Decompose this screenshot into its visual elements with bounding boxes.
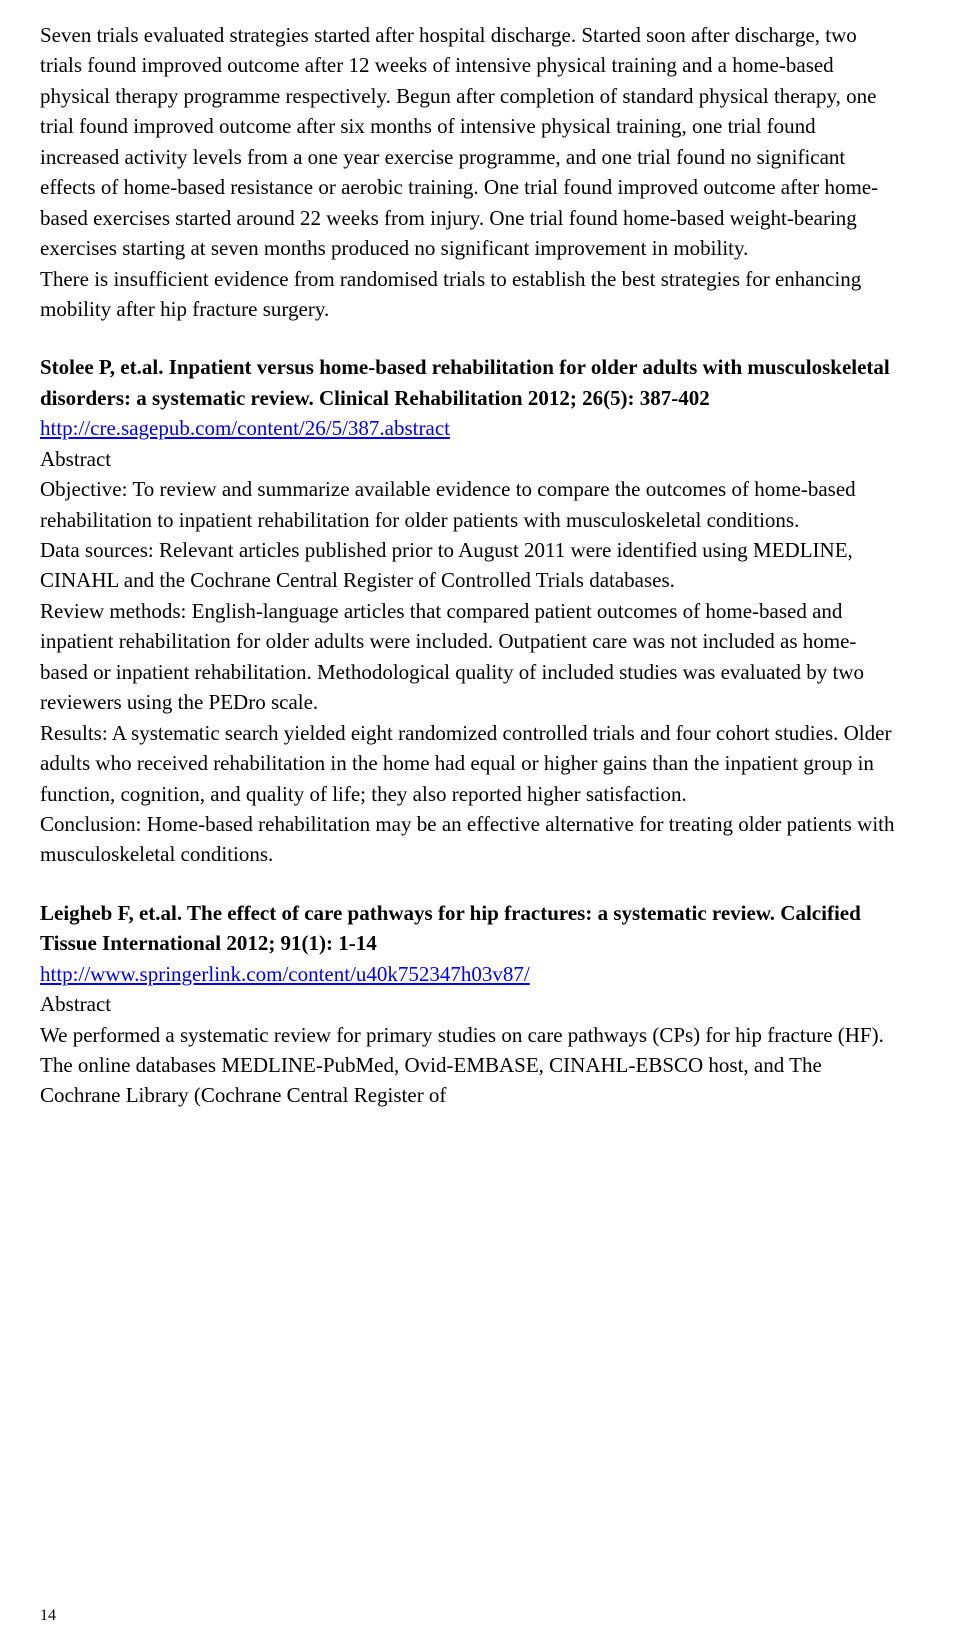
document-page: Seven trials evaluated strategies starte… — [0, 0, 960, 1645]
section-gap — [40, 324, 900, 352]
reference-1-abstract-label: Abstract — [40, 444, 900, 474]
reference-1-abstract-review: Review methods: English-language article… — [40, 596, 900, 718]
reference-1-abstract-conclusion: Conclusion: Home-based rehabilitation ma… — [40, 809, 900, 870]
reference-1-abstract-data: Data sources: Relevant articles publishe… — [40, 535, 900, 596]
reference-1-abstract-objective: Objective: To review and summarize avail… — [40, 474, 900, 535]
intro-paragraph-1: Seven trials evaluated strategies starte… — [40, 20, 900, 264]
reference-1-link[interactable]: http://cre.sagepub.com/content/26/5/387.… — [40, 416, 450, 440]
reference-2-abstract-label: Abstract — [40, 989, 900, 1019]
reference-1-abstract-results: Results: A systematic search yielded eig… — [40, 718, 900, 809]
page-number: 14 — [40, 1604, 56, 1627]
section-gap — [40, 870, 900, 898]
reference-2-abstract-body: We performed a systematic review for pri… — [40, 1020, 900, 1111]
reference-2-link[interactable]: http://www.springerlink.com/content/u40k… — [40, 962, 530, 986]
reference-2-citation: Leigheb F, et.al. The effect of care pat… — [40, 898, 900, 959]
reference-2-link-line: http://www.springerlink.com/content/u40k… — [40, 959, 900, 989]
reference-1-link-line: http://cre.sagepub.com/content/26/5/387.… — [40, 413, 900, 443]
intro-paragraph-2: There is insufficient evidence from rand… — [40, 264, 900, 325]
reference-1-citation: Stolee P, et.al. Inpatient versus home-b… — [40, 352, 900, 413]
